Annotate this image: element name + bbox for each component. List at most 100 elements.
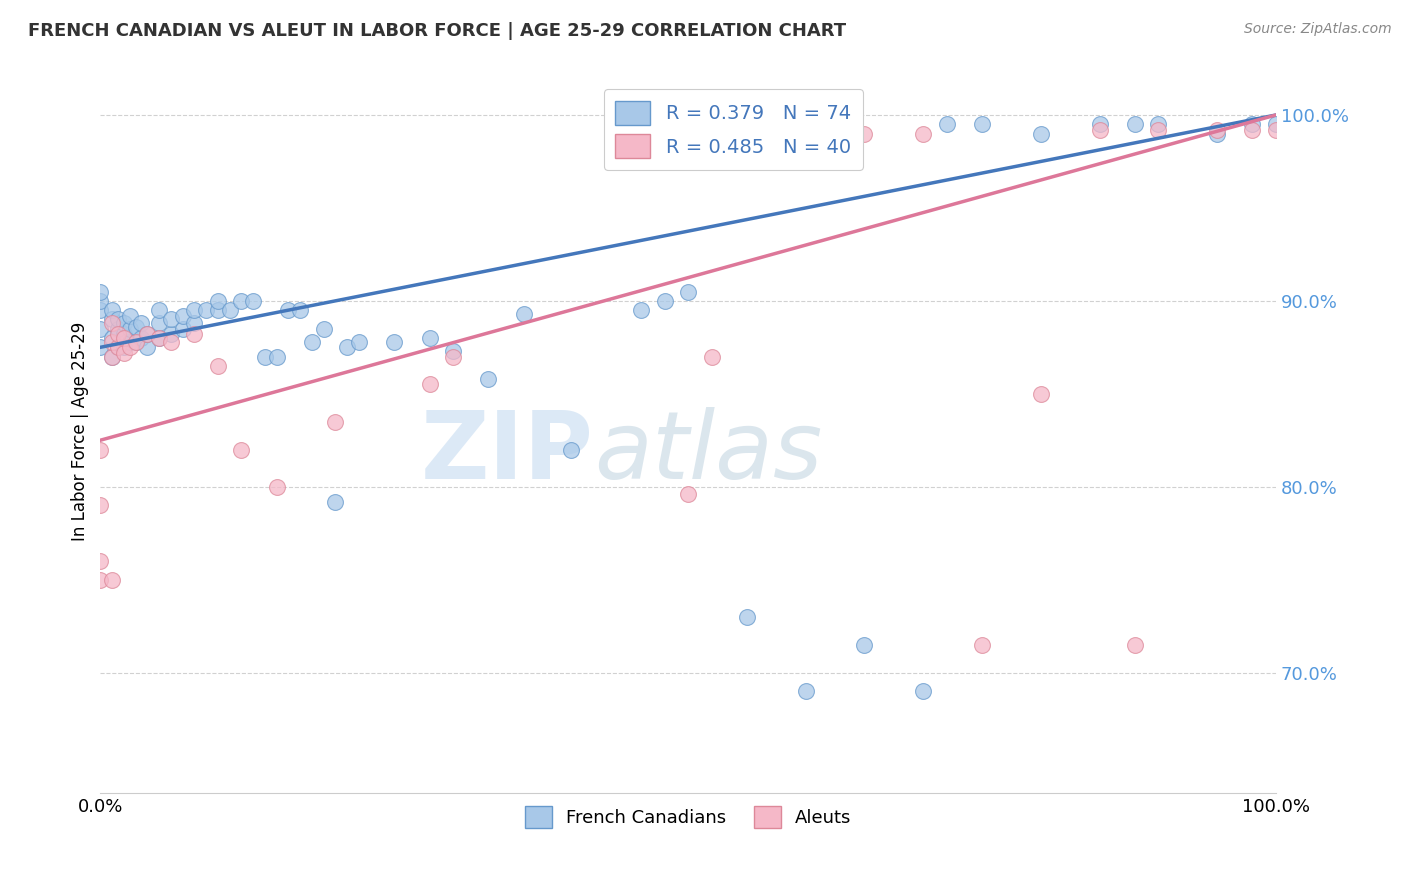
Point: [172, 309, 194, 323]
Point: [131, 331, 153, 345]
Point: [107, 340, 129, 354]
Point: [1147, 117, 1170, 131]
Point: [118, 340, 141, 354]
Point: [1147, 123, 1170, 137]
Point: [89, 498, 111, 512]
Point: [112, 331, 135, 345]
Point: [1123, 117, 1146, 131]
Point: [253, 350, 276, 364]
Point: [935, 117, 957, 131]
Point: [418, 331, 440, 345]
Point: [231, 442, 253, 457]
Point: [89, 340, 111, 354]
Legend: French Canadians, Aleuts: French Canadians, Aleuts: [517, 798, 859, 835]
Point: [124, 334, 146, 349]
Point: [112, 316, 135, 330]
Point: [912, 684, 935, 698]
Point: [853, 638, 876, 652]
Y-axis label: In Labor Force | Age 25-29: In Labor Force | Age 25-29: [72, 321, 89, 541]
Point: [1088, 117, 1111, 131]
Point: [107, 327, 129, 342]
Point: [1206, 123, 1229, 137]
Point: [231, 293, 253, 308]
Point: [112, 340, 135, 354]
Point: [312, 322, 335, 336]
Point: [560, 442, 582, 457]
Point: [277, 303, 299, 318]
Point: [970, 117, 993, 131]
Text: atlas: atlas: [595, 407, 823, 498]
Point: [794, 684, 817, 698]
Point: [118, 309, 141, 323]
Point: [118, 322, 141, 336]
Point: [336, 340, 359, 354]
Point: [183, 316, 205, 330]
Point: [112, 327, 135, 342]
Point: [218, 303, 240, 318]
Point: [124, 319, 146, 334]
Point: [148, 316, 170, 330]
Point: [418, 377, 440, 392]
Point: [107, 322, 129, 336]
Point: [89, 554, 111, 568]
Text: Source: ZipAtlas.com: Source: ZipAtlas.com: [1244, 22, 1392, 37]
Point: [700, 350, 723, 364]
Point: [101, 350, 124, 364]
Point: [136, 340, 159, 354]
Point: [160, 334, 183, 349]
Point: [382, 334, 405, 349]
Point: [1206, 127, 1229, 141]
Point: [325, 494, 347, 508]
Point: [195, 303, 218, 318]
Point: [89, 293, 111, 308]
Point: [148, 331, 170, 345]
Point: [676, 285, 699, 299]
Point: [160, 312, 183, 326]
Point: [676, 487, 699, 501]
Point: [1241, 123, 1264, 137]
Point: [441, 344, 464, 359]
Point: [441, 350, 464, 364]
Point: [101, 331, 124, 345]
Point: [101, 316, 124, 330]
Point: [347, 334, 370, 349]
Point: [118, 334, 141, 349]
Point: [89, 322, 111, 336]
Text: FRENCH CANADIAN VS ALEUT IN LABOR FORCE | AGE 25-29 CORRELATION CHART: FRENCH CANADIAN VS ALEUT IN LABOR FORCE …: [28, 22, 846, 40]
Point: [207, 359, 229, 373]
Point: [477, 372, 499, 386]
Point: [242, 293, 264, 308]
Point: [735, 609, 758, 624]
Point: [148, 331, 170, 345]
Point: [207, 303, 229, 318]
Point: [1241, 117, 1264, 131]
Point: [107, 312, 129, 326]
Point: [630, 303, 652, 318]
Point: [112, 346, 135, 360]
Point: [1029, 386, 1052, 401]
Point: [89, 573, 111, 587]
Point: [853, 127, 876, 141]
Point: [136, 327, 159, 342]
Point: [1088, 123, 1111, 137]
Point: [301, 334, 323, 349]
Point: [290, 303, 312, 318]
Point: [183, 303, 205, 318]
Point: [1029, 127, 1052, 141]
Point: [131, 316, 153, 330]
Point: [89, 285, 111, 299]
Point: [1123, 638, 1146, 652]
Point: [148, 303, 170, 318]
Point: [89, 442, 111, 457]
Point: [124, 334, 146, 349]
Point: [101, 350, 124, 364]
Point: [1265, 117, 1288, 131]
Point: [512, 307, 534, 321]
Point: [325, 415, 347, 429]
Point: [266, 480, 288, 494]
Point: [101, 334, 124, 349]
Text: ZIP: ZIP: [422, 407, 595, 499]
Point: [654, 293, 676, 308]
Point: [1265, 123, 1288, 137]
Point: [107, 340, 129, 354]
